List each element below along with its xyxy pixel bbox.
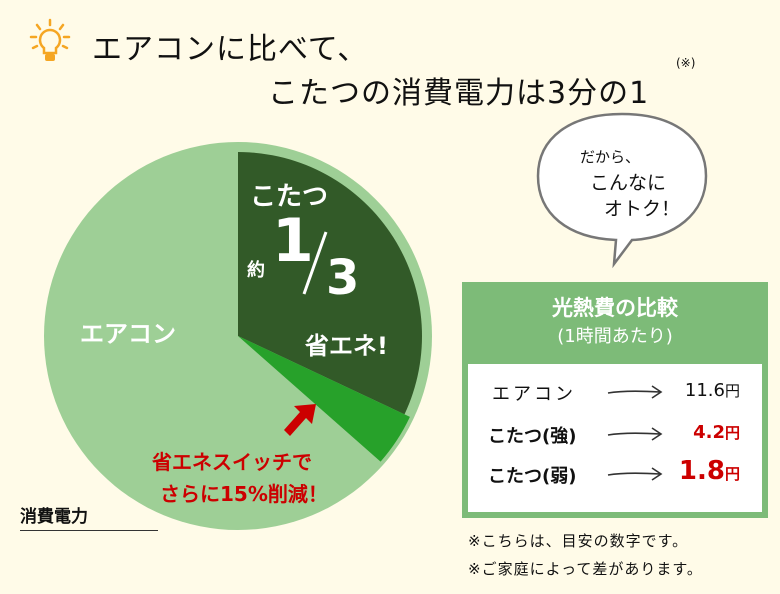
arrow-right-icon bbox=[607, 385, 663, 399]
comparison-subtitle: (1時間あたり) bbox=[557, 326, 673, 347]
row-unit: 円 bbox=[724, 465, 740, 483]
row-unit: 円 bbox=[724, 424, 740, 442]
comparison-title: 光熱費の比較 bbox=[552, 296, 678, 320]
comparison-box: 光熱費の比較 (1時間あたり) エアコン 11.6円 こたつ(強) 4.2円 こ… bbox=[462, 282, 768, 518]
row-value: 1.8 bbox=[678, 456, 725, 486]
comparison-table: エアコン 11.6円 こたつ(強) 4.2円 こたつ(弱) 1.8円 bbox=[468, 364, 762, 512]
label-switch-line2: さらに15%削減！ bbox=[160, 482, 328, 506]
title-line2: こたつの消費電力は3分の1 bbox=[268, 76, 650, 111]
speech-bubble bbox=[536, 112, 708, 269]
row-label: こたつ(弱) bbox=[488, 466, 577, 487]
label-denominator: 3 bbox=[326, 250, 360, 306]
label-approx: 約 bbox=[247, 260, 265, 281]
footnote: ※ご家庭によって差があります。 bbox=[468, 560, 703, 578]
label-aircon: エアコン bbox=[80, 320, 176, 348]
footnote: ※こちらは、目安の数字です。 bbox=[468, 532, 689, 550]
label-numerator: 1 bbox=[272, 206, 314, 276]
row-value: 11.6 bbox=[684, 380, 725, 401]
label-savings: 省エネ! bbox=[305, 332, 388, 360]
arrow-right-icon bbox=[607, 427, 663, 441]
title-note-mark: (※) bbox=[676, 56, 696, 70]
row-label: こたつ(強) bbox=[488, 426, 577, 447]
pie-slice-kotatsu bbox=[238, 152, 422, 415]
row-value: 4.2 bbox=[693, 422, 725, 443]
lightbulb-icon bbox=[29, 18, 71, 61]
pie-chart bbox=[44, 142, 432, 530]
label-switch-line1: 省エネスイッチで bbox=[152, 450, 312, 474]
fraction-slash bbox=[302, 231, 328, 295]
row-label: エアコン bbox=[492, 384, 576, 405]
bubble-line2: こんなに bbox=[590, 172, 667, 194]
arrow-right-icon bbox=[607, 467, 663, 481]
pie-slice-eco-switch bbox=[238, 336, 410, 462]
bubble-line1: だから、 bbox=[580, 148, 641, 166]
title-line1: エアコンに比べて、 bbox=[92, 32, 369, 67]
label-kotatsu: こたつ bbox=[250, 182, 329, 212]
axis-label: 消費電力 bbox=[20, 502, 158, 531]
table-row: こたつ(弱) 1.8円 bbox=[468, 456, 762, 496]
table-row: エアコン 11.6円 bbox=[468, 380, 762, 414]
table-row: こたつ(強) 4.2円 bbox=[468, 422, 762, 456]
row-unit: 円 bbox=[724, 382, 740, 400]
arrow-up-right-icon bbox=[284, 404, 316, 436]
bubble-line3: オトク！ bbox=[604, 198, 681, 220]
